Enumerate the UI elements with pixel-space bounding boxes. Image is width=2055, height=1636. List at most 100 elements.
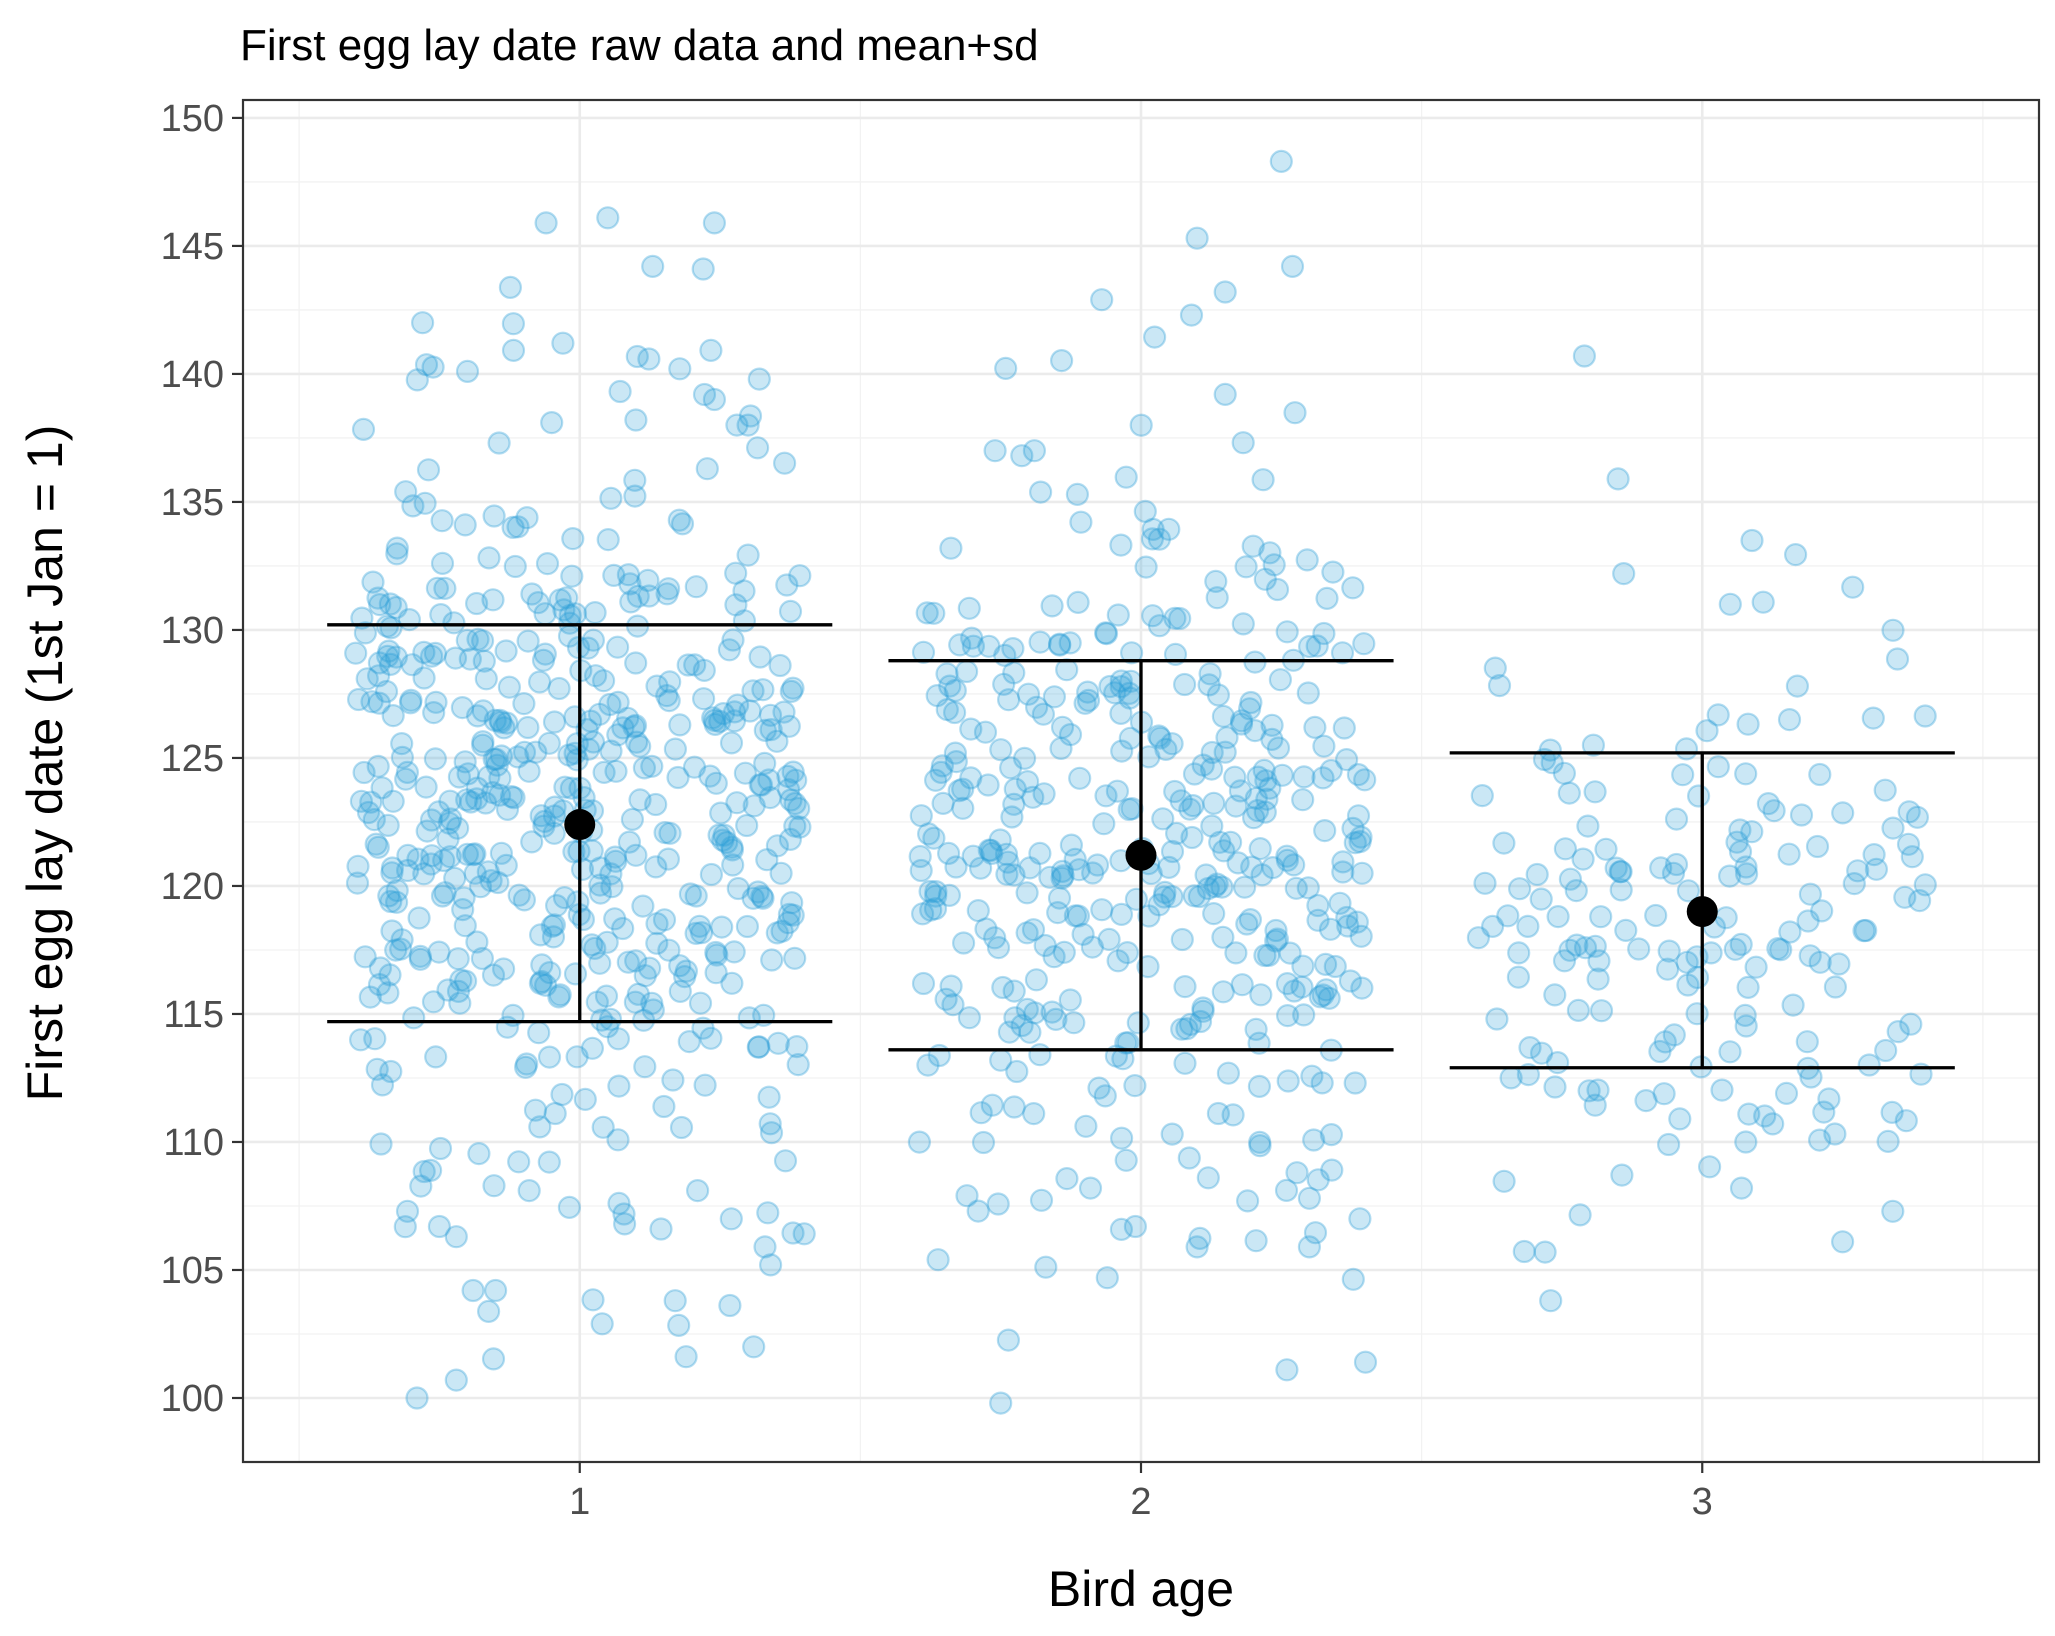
data-point [786,1052,810,1077]
data-point [996,1328,1021,1352]
data-point [1068,766,1092,790]
data-point [616,706,640,730]
data-point [1723,937,1747,961]
data-point [1173,1051,1197,1075]
data-point [481,588,505,612]
data-point [1857,1053,1881,1077]
data-point [1094,621,1119,646]
data-point [455,842,479,866]
data-point [1661,861,1686,885]
data-point [1003,777,1027,801]
data-point [378,963,402,987]
data-point [563,705,587,729]
data-point [1247,1074,1272,1099]
data-point [645,912,669,936]
data-point [367,664,391,688]
data-point [720,835,744,859]
data-point [1781,993,1805,1017]
data-point [1252,758,1276,783]
data-point [747,1035,771,1059]
data-point [1058,988,1082,1012]
data-point [1244,1229,1268,1253]
data-point [995,862,1019,886]
data-point [1199,757,1224,781]
data-point [1095,1266,1119,1290]
data-point [1212,839,1236,863]
data-point [516,629,540,653]
data-point [467,1141,491,1166]
data-point [1353,768,1377,792]
data-point [1241,806,1266,830]
data-point [520,582,544,606]
data-point [605,635,630,659]
data-point [1028,480,1053,504]
data-point [1032,782,1056,806]
data-point [384,645,408,669]
data-point [1634,1088,1658,1113]
data-point [430,509,454,533]
data-point [1798,882,1823,906]
data-point [1275,1358,1299,1382]
data-point [612,1212,637,1236]
data-point [1152,885,1176,909]
data-point [565,748,589,772]
data-point [1205,586,1229,610]
data-point [1346,762,1371,787]
data-point [1126,1011,1150,1035]
data-point [501,515,525,540]
data-point [530,953,554,977]
data-point [499,784,524,809]
data-point [776,911,800,935]
data-point [1306,1168,1330,1192]
data-point [515,1052,539,1076]
data-point [1200,740,1224,765]
data-point [1894,1109,1918,1133]
data-point [489,841,513,865]
data-point [1874,1038,1898,1063]
data-point [652,1094,676,1119]
data-point [1734,855,1758,879]
data-point [628,734,652,759]
data-point [349,1028,373,1052]
data-point [524,740,548,764]
data-point [1565,933,1589,957]
data-point [356,800,381,825]
data-point [1674,737,1699,761]
data-point [1208,830,1232,854]
data-point [1168,606,1192,631]
data-point [644,855,668,879]
data-point [428,1136,453,1161]
data-point [443,646,468,670]
data-point [1897,800,1921,824]
data-point [1044,1007,1068,1032]
data-point [1175,1017,1199,1041]
data-point [753,751,777,776]
data-point [471,699,495,723]
data-point [1191,996,1215,1020]
data-point [649,1217,673,1241]
data-point [931,791,955,816]
data-point [1196,876,1220,901]
data-point [1213,382,1237,406]
data-point [1736,975,1760,1000]
data-point [935,662,959,686]
data-point [553,775,577,799]
data-point [446,947,470,971]
data-point [1181,793,1205,818]
data-point [1331,850,1355,874]
data-point [637,956,662,980]
data-point [606,1027,631,1051]
data-point [1805,834,1830,859]
data-point [492,957,516,981]
data-point [1886,1019,1910,1044]
data-point [366,586,390,610]
data-point [715,830,739,855]
data-point [1118,726,1142,750]
data-point [461,843,485,867]
data-point [1609,860,1633,884]
data-point [916,822,941,846]
data-point [1587,949,1611,973]
data-point [1568,1203,1592,1227]
data-point [515,506,539,530]
